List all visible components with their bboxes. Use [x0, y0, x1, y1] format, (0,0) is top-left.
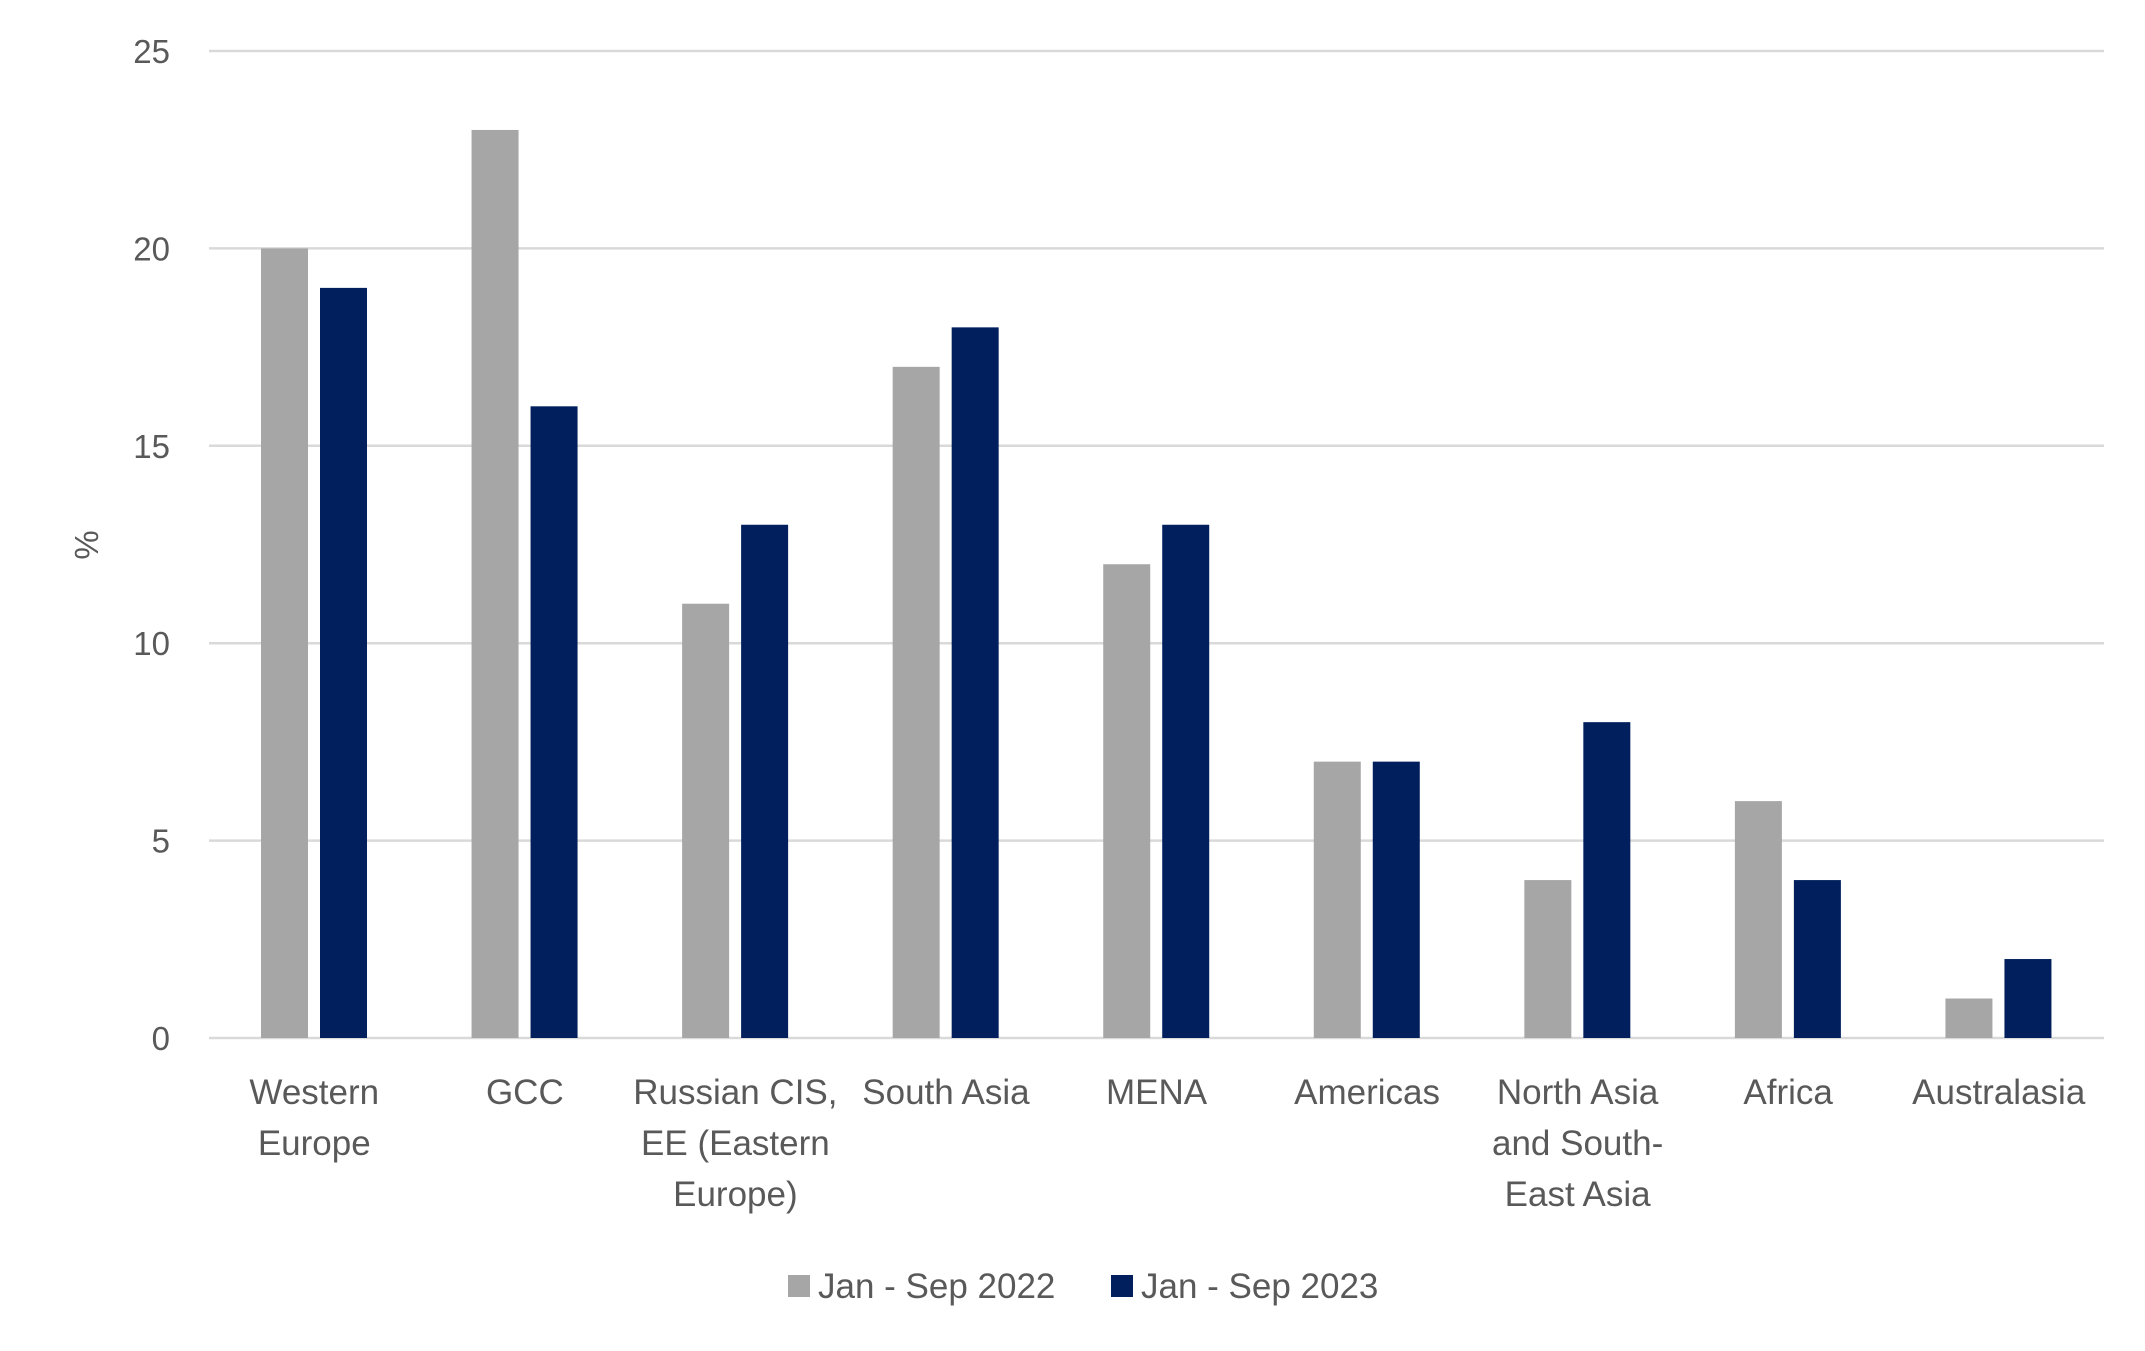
x-tick-label: Australasia	[1912, 1073, 2086, 1112]
legend: Jan - Sep 2022 Jan - Sep 2023	[788, 1267, 1378, 1306]
bar-2023	[951, 327, 999, 1038]
x-tick-label: Americas	[1294, 1073, 1440, 1112]
x-tick-label: MENA	[1106, 1073, 1208, 1112]
gridlines	[209, 49, 2104, 1040]
bar-2022	[1313, 761, 1361, 1038]
bar-2022	[471, 129, 519, 1038]
y-axis-label: %	[68, 530, 105, 559]
bar-2023	[1162, 524, 1210, 1038]
legend-label: Jan - Sep 2023	[1141, 1267, 1378, 1306]
x-tick-label: GCC	[486, 1073, 564, 1112]
y-tick-label: 5	[152, 823, 170, 860]
legend-label: Jan - Sep 2022	[818, 1267, 1055, 1306]
bar-2022	[261, 248, 308, 1038]
x-tick-label: Russian CIS, EE (Eastern Europe)	[633, 1073, 837, 1214]
legend-swatch	[1111, 1275, 1133, 1297]
bar-2023	[320, 287, 367, 1038]
bar-2023	[1793, 880, 1841, 1038]
x-tick-label: Africa	[1743, 1073, 1833, 1112]
bar-2022	[892, 366, 940, 1039]
x-tick-label: North Asia and South-East Asia	[1492, 1073, 1663, 1214]
bar-2023	[741, 524, 789, 1038]
bar-2023	[530, 406, 578, 1038]
x-axis-labels: Western Europe GCC Russian CIS, EE (Eastern E…	[249, 1073, 2085, 1214]
bar-2023	[1583, 722, 1631, 1038]
x-tick-label: Western Europe	[249, 1073, 379, 1163]
y-axis-ticks: 0 5 10 15 20 25	[133, 33, 170, 1057]
y-tick-label: 10	[133, 625, 170, 662]
y-tick-label: 20	[133, 230, 170, 267]
bar-2023	[2004, 959, 2052, 1038]
y-tick-label: 25	[133, 33, 170, 70]
bar-2022	[1524, 880, 1572, 1038]
legend-swatch	[788, 1275, 810, 1297]
bar-2022	[1945, 998, 1993, 1038]
bar-2022	[1734, 801, 1782, 1038]
y-tick-label: 15	[133, 428, 170, 465]
x-tick-label: South Asia	[862, 1073, 1030, 1112]
bar-2023	[1372, 761, 1420, 1038]
bars	[261, 129, 2052, 1039]
y-tick-label: 0	[152, 1020, 170, 1057]
bar-2022	[682, 603, 730, 1038]
bar-2022	[1103, 564, 1151, 1038]
